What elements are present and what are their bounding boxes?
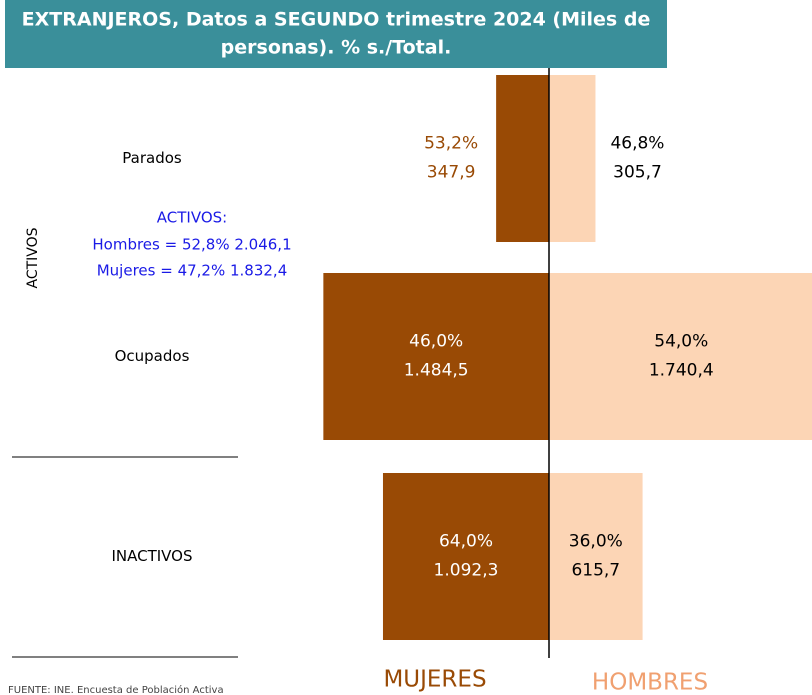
share-label: 46,8% (610, 134, 664, 154)
category-label: INACTIVOS (111, 547, 192, 565)
title-box (5, 0, 667, 68)
bar (382, 473, 549, 640)
annotation: Mujeres = 47,2% 1.832,4 (97, 262, 288, 280)
share-label: 53,2% (424, 134, 478, 154)
value-label: 615,7 (571, 561, 620, 581)
share-label: 36,0% (569, 532, 623, 552)
share-label: 46,0% (409, 332, 463, 352)
bar (549, 75, 596, 242)
value-label: 1.740,4 (649, 361, 714, 381)
bar (496, 75, 549, 242)
category-label: Parados (122, 149, 182, 167)
bar (323, 273, 549, 440)
value-label: 1.092,3 (434, 561, 499, 581)
annotation: Hombres = 52,8% 2.046,1 (92, 236, 291, 254)
chart-title: personas). % s./Total. (221, 37, 452, 59)
annotation: ACTIVOS: (157, 209, 227, 227)
source: FUENTE: INE. Encuesta de Población Activ… (8, 684, 224, 695)
chart-title: EXTRANJEROS, Datos a SEGUNDO trimestre 2… (22, 9, 651, 31)
share-label: 64,0% (439, 532, 493, 552)
value-label: 305,7 (613, 163, 662, 183)
bar (549, 473, 643, 640)
legend-label: HOMBRES (592, 670, 708, 695)
group-label: ACTIVOS (25, 227, 41, 288)
bar (549, 273, 812, 440)
legend-label: MUJERES (383, 667, 486, 693)
share-label: 54,0% (654, 332, 708, 352)
value-label: 347,9 (427, 163, 476, 183)
value-label: 1.484,5 (404, 361, 469, 381)
category-label: Ocupados (115, 347, 190, 365)
